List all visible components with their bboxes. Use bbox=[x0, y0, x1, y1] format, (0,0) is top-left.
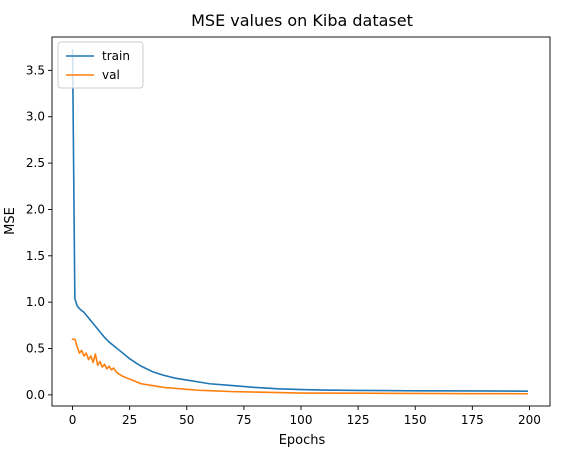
y-axis-label: MSE bbox=[3, 207, 18, 235]
x-tick-label: 100 bbox=[290, 413, 313, 427]
y-tick-label: 0.0 bbox=[26, 388, 45, 402]
y-tick-label: 1.5 bbox=[26, 249, 45, 263]
x-tick-label: 200 bbox=[518, 413, 541, 427]
y-tick-label: 0.5 bbox=[26, 342, 45, 356]
y-tick-label: 2.5 bbox=[26, 156, 45, 170]
legend-frame bbox=[57, 41, 144, 89]
x-tick-label: 0 bbox=[69, 413, 77, 427]
x-tick-label: 25 bbox=[122, 413, 137, 427]
axes-layer: 0 25 50 75 100 125 150 175 200 0.0 0.5 1.0 1.5 2.0 2.5… bbox=[26, 36, 551, 427]
legend-label-val: val bbox=[102, 68, 120, 82]
chart-title: MSE values on Kiba dataset bbox=[191, 11, 413, 30]
y-tick-label: 3.0 bbox=[26, 110, 45, 124]
x-tick-label: 150 bbox=[404, 413, 427, 427]
y-tick-label: 1.0 bbox=[26, 295, 45, 309]
x-tick-label: 75 bbox=[236, 413, 251, 427]
legend: train val bbox=[57, 41, 144, 89]
x-axis-label: Epochs bbox=[279, 433, 326, 448]
y-tick-label: 2.0 bbox=[26, 202, 45, 216]
series-line-train bbox=[71, 49, 528, 392]
legend-label-train: train bbox=[102, 49, 130, 63]
series-layer bbox=[71, 49, 528, 395]
x-tick-label: 175 bbox=[461, 413, 484, 427]
series-line-val bbox=[71, 338, 528, 395]
x-tick-label: 50 bbox=[179, 413, 194, 427]
y-tick-label: 3.5 bbox=[26, 63, 45, 77]
x-tick-label: 125 bbox=[347, 413, 370, 427]
